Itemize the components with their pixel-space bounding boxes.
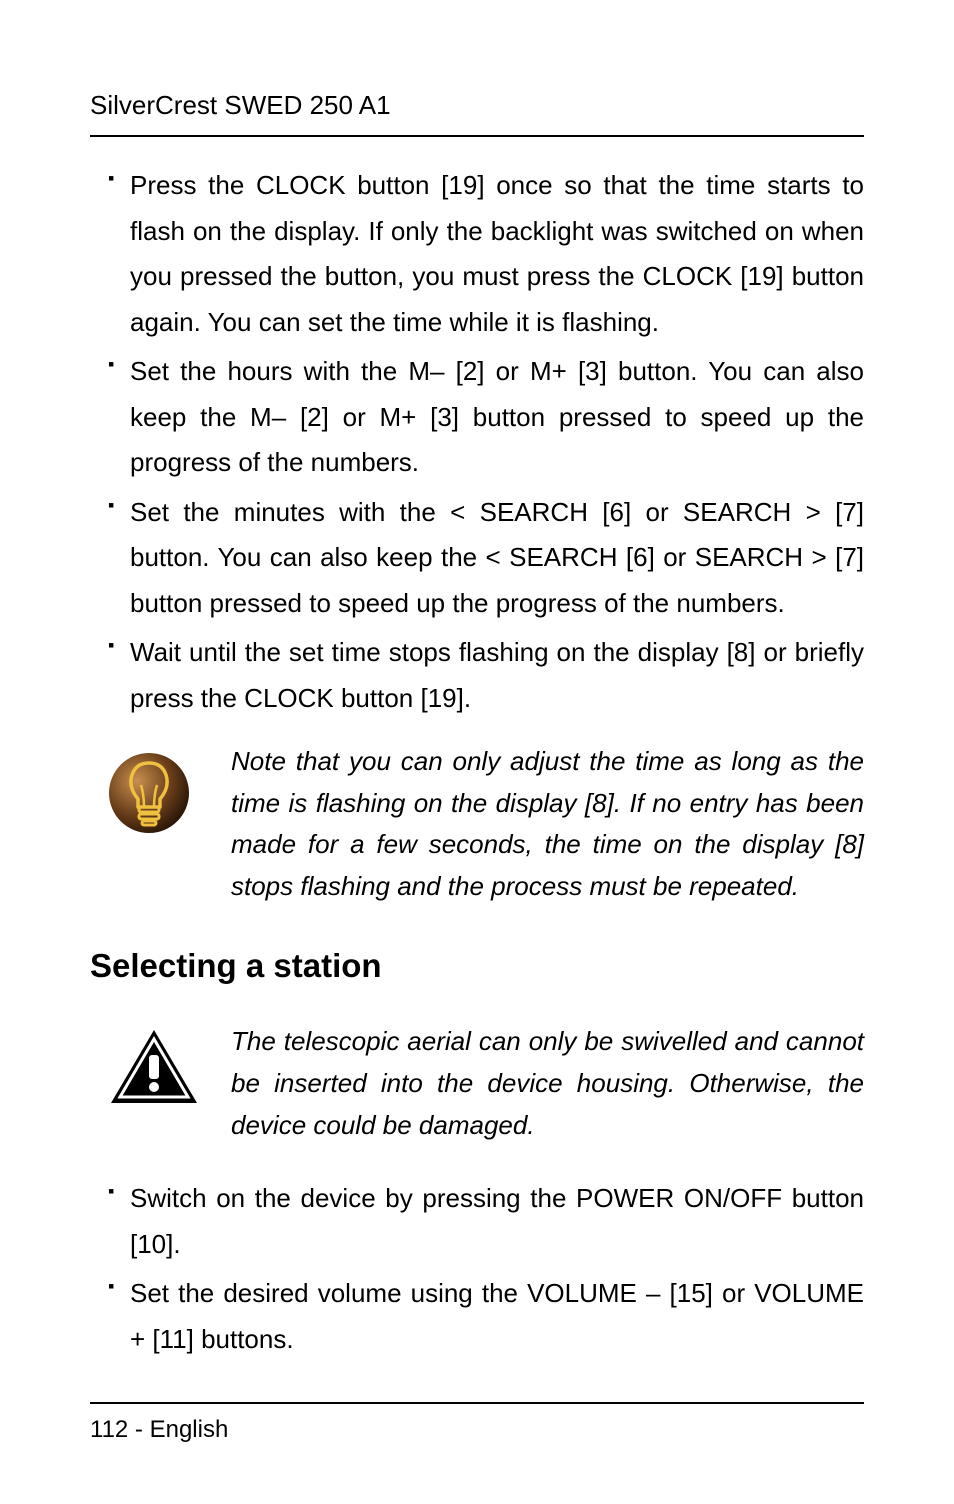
- instruction-item: Set the minutes with the < SEARCH [6] or…: [108, 490, 864, 627]
- lightbulb-icon: [108, 741, 193, 844]
- footer-divider: [90, 1402, 864, 1404]
- note-text: Note that you can only adjust the time a…: [193, 741, 864, 907]
- instruction-item: Set the desired volume using the VOLUME …: [108, 1271, 864, 1362]
- instruction-item: Press the CLOCK button [19] once so that…: [108, 163, 864, 345]
- page-number-label: 112 - English: [90, 1416, 864, 1444]
- clock-instructions-list: Press the CLOCK button [19] once so that…: [90, 163, 864, 721]
- station-instructions-list: Switch on the device by pressing the POW…: [90, 1176, 864, 1362]
- instruction-item: Switch on the device by pressing the POW…: [108, 1176, 864, 1267]
- note-block: Note that you can only adjust the time a…: [90, 741, 864, 907]
- warning-block: The telescopic aerial can only be swivel…: [90, 1021, 864, 1146]
- document-page: SilverCrest SWED 250 A1 Press the CLOCK …: [0, 0, 954, 1504]
- section-heading: Selecting a station: [90, 947, 864, 985]
- header-divider: [90, 135, 864, 137]
- instruction-item: Set the hours with the M– [2] or M+ [3] …: [108, 349, 864, 486]
- warning-icon: [108, 1021, 193, 1114]
- product-name: SilverCrest SWED 250 A1: [90, 90, 864, 121]
- warning-text: The telescopic aerial can only be swivel…: [193, 1021, 864, 1146]
- instruction-item: Wait until the set time stops flashing o…: [108, 630, 864, 721]
